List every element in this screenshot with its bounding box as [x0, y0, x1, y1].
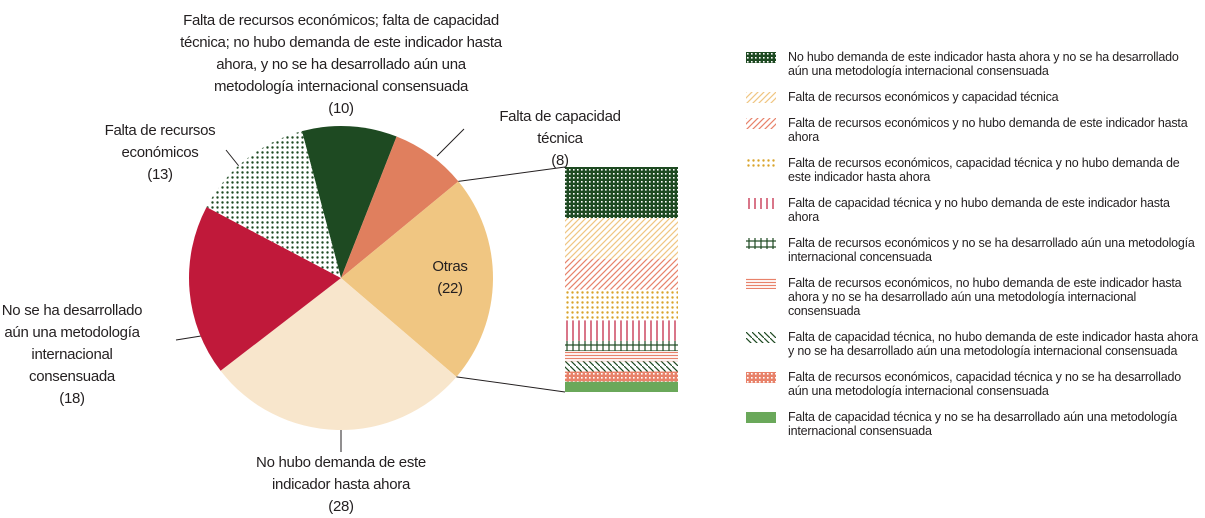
legend-label: Falta de recursos económicos, capacidad …	[788, 370, 1181, 398]
legend-label: Falta de recursos económicos y capacidad…	[788, 90, 1059, 104]
bar-segment	[565, 218, 678, 260]
legend-swatch-fill	[746, 238, 776, 249]
bar-segment	[565, 259, 678, 290]
legend-swatch	[746, 372, 776, 383]
legend-item: Falta de recursos económicos, no hubo de…	[746, 276, 1202, 318]
slice-label: Falta de capacidad técnica (8)	[485, 106, 635, 172]
legend: No hubo demanda de este indicador hasta …	[746, 50, 1202, 438]
legend-swatch	[746, 198, 776, 209]
pie-slice	[188, 207, 341, 371]
bar-segment	[565, 340, 678, 352]
slice-label: Falta de recursos económicos; falta de c…	[176, 10, 506, 120]
slice-name: Falta de recursos económicos; falta de c…	[180, 12, 502, 95]
pie-slice	[301, 126, 397, 278]
leader-line	[436, 128, 465, 157]
legend-swatch	[746, 118, 776, 129]
legend-swatch	[746, 412, 776, 423]
slice-value: (28)	[328, 498, 354, 515]
bar-segment	[565, 167, 678, 219]
legend-swatch	[746, 278, 776, 289]
legend-swatch-fill	[746, 372, 776, 383]
legend-swatch	[746, 92, 776, 103]
slice-name: No se ha desarrollado aún una metodologí…	[1, 302, 143, 385]
legend-swatch-fill	[746, 278, 776, 289]
bar-segment	[565, 289, 678, 321]
legend-swatch-fill	[746, 198, 776, 209]
slice-label: No hubo demanda de este indicador hasta …	[231, 452, 451, 518]
legend-item: Falta de recursos económicos, capacidad …	[746, 370, 1202, 398]
slice-value: (22)	[437, 280, 463, 297]
legend-item: Falta de recursos económicos y no se ha …	[746, 236, 1202, 264]
legend-swatch-fill	[746, 158, 776, 169]
legend-label: Falta de recursos económicos, capacidad …	[788, 156, 1180, 184]
legend-swatch-fill	[746, 52, 776, 63]
bar-segment	[565, 351, 678, 362]
legend-label: No hubo demanda de este indicador hasta …	[788, 50, 1179, 78]
legend-item: Falta de recursos económicos y capacidad…	[746, 90, 1202, 104]
bar-segment	[565, 320, 678, 341]
legend-label: Falta de recursos económicos, no hubo de…	[788, 276, 1182, 318]
pie-slice	[220, 278, 457, 430]
slice-label: No se ha desarrollado aún una metodologí…	[0, 300, 147, 410]
legend-swatch	[746, 158, 776, 169]
connector	[458, 166, 566, 182]
legend-item: Falta de capacidad técnica, no hubo dema…	[746, 330, 1202, 358]
slice-value: (8)	[551, 152, 569, 169]
legend-item: Falta de recursos económicos, capacidad …	[746, 156, 1202, 184]
connector	[456, 376, 566, 393]
legend-label: Falta de capacidad técnica, no hubo dema…	[788, 330, 1199, 358]
slice-name: No hubo demanda de este indicador hasta …	[256, 454, 426, 493]
pie-slice	[341, 181, 493, 377]
leader-line	[175, 335, 202, 341]
legend-label: Falta de recursos económicos y no se ha …	[788, 236, 1195, 264]
slice-value: (10)	[328, 100, 354, 117]
legend-swatch	[746, 332, 776, 343]
legend-swatch	[746, 52, 776, 63]
slice-label: Otras (22)	[390, 256, 510, 300]
legend-item: Falta de recursos económicos y no hubo d…	[746, 116, 1202, 144]
legend-swatch-fill	[746, 332, 776, 343]
pie-slice	[341, 136, 459, 278]
slice-label: Falta de recursos económicos (13)	[90, 120, 230, 186]
legend-item: Falta de capacidad técnica y no se ha de…	[746, 410, 1202, 438]
bar-segment	[565, 361, 678, 372]
slice-value: (13)	[147, 166, 173, 183]
legend-swatch-fill	[746, 92, 776, 103]
pie-slice	[206, 131, 341, 278]
slice-name: Otras	[432, 258, 468, 275]
legend-swatch-fill	[746, 412, 776, 423]
legend-label: Falta de capacidad técnica y no hubo dem…	[788, 196, 1170, 224]
slice-name: Falta de capacidad técnica	[499, 108, 621, 147]
bar-segment	[565, 371, 678, 382]
legend-item: No hubo demanda de este indicador hasta …	[746, 50, 1202, 78]
bar-segment	[565, 381, 678, 392]
slice-value: (18)	[59, 390, 85, 407]
legend-item: Falta de capacidad técnica y no hubo dem…	[746, 196, 1202, 224]
legend-label: Falta de recursos económicos y no hubo d…	[788, 116, 1188, 144]
slice-name: Falta de recursos económicos	[104, 122, 216, 161]
legend-swatch	[746, 238, 776, 249]
legend-swatch-fill	[746, 118, 776, 129]
legend-label: Falta de capacidad técnica y no se ha de…	[788, 410, 1178, 438]
